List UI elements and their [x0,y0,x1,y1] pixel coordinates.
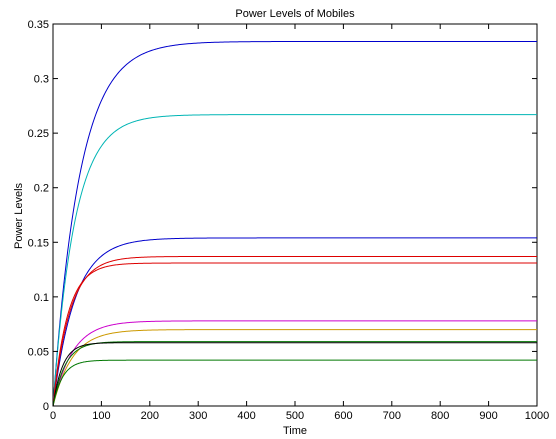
series-group [53,40,537,406]
x-tick-label: 600 [334,410,352,422]
x-tick-label: 1000 [525,410,549,422]
series-line-2 [53,114,537,406]
plot-area [52,23,538,407]
x-tick-label: 900 [479,410,497,422]
y-tick-label: 0.1 [34,292,49,304]
x-tick-label: 400 [237,410,255,422]
x-tick-label: 700 [383,410,401,422]
x-tick-label: 0 [50,410,56,422]
y-tick-label: 0.15 [28,237,49,249]
x-tick-label: 500 [286,410,304,422]
y-tick-label: 0.2 [34,183,49,195]
series-line-5 [53,262,537,406]
x-tick-label: 800 [431,410,449,422]
x-tick-label: 200 [141,410,159,422]
y-tick-label: 0.25 [28,128,49,140]
series-line-10 [53,359,537,406]
y-tick-label: 0.3 [34,74,49,86]
x-tick-label: 100 [92,410,110,422]
axis-ticks: 0 100 200 300 400 500 600 700 800 900 1000 0 0.05 0.1… [28,19,550,422]
series-line-4 [53,255,537,406]
series-line-1 [53,40,537,406]
series-line-7 [53,329,537,406]
series-line-3 [53,237,537,406]
chart-title: Power Levels of Mobiles [235,8,355,20]
y-tick-label: 0.35 [28,19,49,31]
axes-box [52,23,538,407]
y-axis-label: Power Levels [13,182,25,249]
y-tick-label: 0 [43,401,49,413]
x-axis-label: Time [283,425,307,437]
series-line-9 [53,342,537,406]
series-line-8 [53,341,537,406]
y-tick-label: 0.05 [28,346,49,358]
x-tick-label: 300 [189,410,207,422]
series-line-6 [53,320,537,406]
